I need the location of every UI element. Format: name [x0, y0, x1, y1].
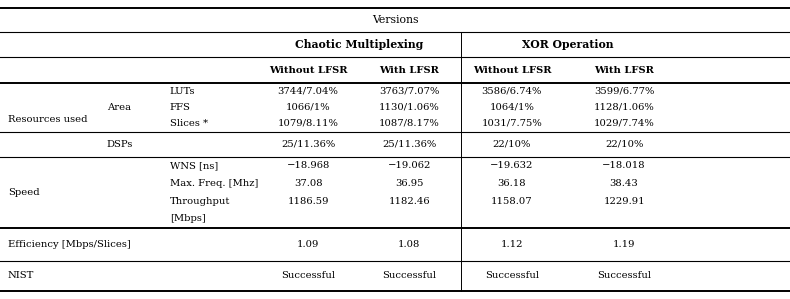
- Text: Efficiency [Mbps/Slices]: Efficiency [Mbps/Slices]: [8, 240, 130, 249]
- Text: −19.062: −19.062: [388, 161, 431, 170]
- Text: Successful: Successful: [597, 271, 651, 280]
- Text: Without LFSR: Without LFSR: [269, 66, 348, 75]
- Text: −19.632: −19.632: [491, 161, 533, 170]
- Text: Max. Freq. [Mhz]: Max. Freq. [Mhz]: [170, 179, 258, 188]
- Text: With LFSR: With LFSR: [379, 66, 439, 75]
- Text: −18.968: −18.968: [287, 161, 329, 170]
- Text: 37.08: 37.08: [294, 179, 322, 188]
- Text: NIST: NIST: [8, 271, 34, 280]
- Text: 3763/7.07%: 3763/7.07%: [379, 87, 439, 96]
- Text: Versions: Versions: [372, 15, 418, 25]
- Text: 1.12: 1.12: [501, 240, 523, 249]
- Text: Chaotic Multiplexing: Chaotic Multiplexing: [295, 39, 423, 50]
- Text: 1.09: 1.09: [297, 240, 319, 249]
- Text: 25/11.36%: 25/11.36%: [382, 140, 436, 149]
- Text: XOR Operation: XOR Operation: [522, 39, 614, 50]
- Text: 1128/1.06%: 1128/1.06%: [594, 103, 654, 112]
- Text: With LFSR: With LFSR: [594, 66, 654, 75]
- Text: 25/11.36%: 25/11.36%: [281, 140, 335, 149]
- Text: Resources used: Resources used: [8, 115, 88, 124]
- Text: 36.18: 36.18: [498, 179, 526, 188]
- Text: Area: Area: [107, 103, 131, 112]
- Text: 1182.46: 1182.46: [389, 197, 430, 206]
- Text: 1186.59: 1186.59: [288, 197, 329, 206]
- Text: Slices *: Slices *: [170, 119, 208, 128]
- Text: 1064/1%: 1064/1%: [490, 103, 534, 112]
- Text: Throughput: Throughput: [170, 197, 230, 206]
- Text: 1066/1%: 1066/1%: [286, 103, 330, 112]
- Text: 1158.07: 1158.07: [491, 197, 532, 206]
- Text: Speed: Speed: [8, 188, 40, 197]
- Text: 3744/7.04%: 3744/7.04%: [277, 87, 339, 96]
- Text: 1029/7.74%: 1029/7.74%: [594, 119, 654, 128]
- Text: FFS: FFS: [170, 103, 190, 112]
- Text: DSPs: DSPs: [107, 140, 133, 149]
- Text: 22/10%: 22/10%: [605, 140, 643, 149]
- Text: 22/10%: 22/10%: [493, 140, 531, 149]
- Text: −18.018: −18.018: [602, 161, 646, 170]
- Text: 3586/6.74%: 3586/6.74%: [482, 87, 542, 96]
- Text: 1229.91: 1229.91: [604, 197, 645, 206]
- Text: Successful: Successful: [281, 271, 335, 280]
- Text: 1079/8.11%: 1079/8.11%: [277, 119, 339, 128]
- Text: 38.43: 38.43: [610, 179, 638, 188]
- Text: 1.08: 1.08: [398, 240, 420, 249]
- Text: [Mbps]: [Mbps]: [170, 214, 205, 223]
- Text: Successful: Successful: [382, 271, 436, 280]
- Text: 1.19: 1.19: [613, 240, 635, 249]
- Text: Without LFSR: Without LFSR: [472, 66, 551, 75]
- Text: 1087/8.17%: 1087/8.17%: [379, 119, 439, 128]
- Text: 1031/7.75%: 1031/7.75%: [482, 119, 542, 128]
- Text: WNS [ns]: WNS [ns]: [170, 161, 218, 170]
- Text: Successful: Successful: [485, 271, 539, 280]
- Text: 1130/1.06%: 1130/1.06%: [379, 103, 439, 112]
- Text: LUTs: LUTs: [170, 87, 195, 96]
- Text: 3599/6.77%: 3599/6.77%: [594, 87, 654, 96]
- Text: 36.95: 36.95: [395, 179, 423, 188]
